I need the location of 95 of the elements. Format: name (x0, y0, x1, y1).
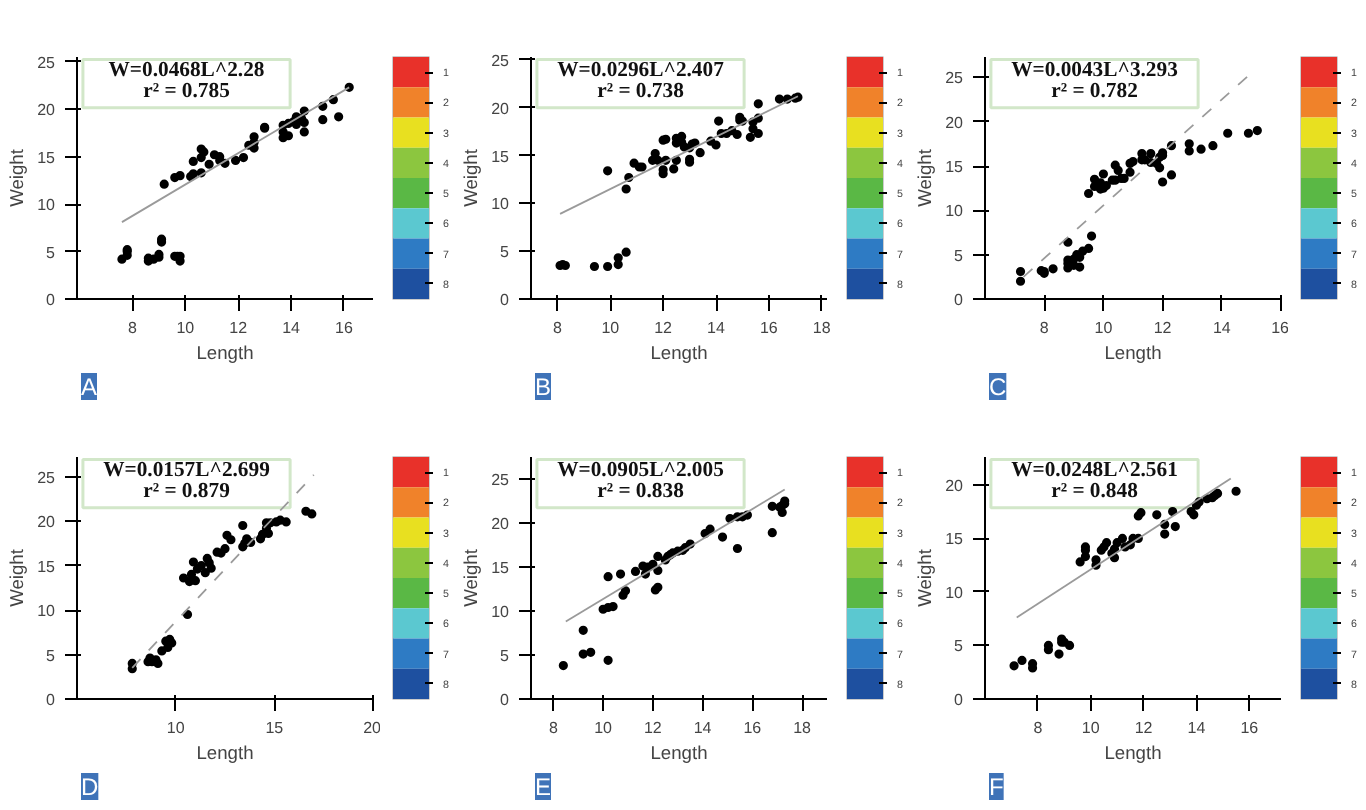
y-tick-label: 10 (945, 202, 965, 221)
text: E (535, 773, 552, 801)
x-tick-label: 20 (363, 719, 383, 737)
y-tick-label: 0 (46, 691, 57, 709)
y-tick-label: 5 (954, 246, 965, 265)
annotation: r² = 0.785 (143, 80, 230, 103)
y-tick-label: 0 (954, 691, 965, 709)
x-tick-label: 8 (548, 719, 559, 737)
x-tick-label: 16 (335, 319, 354, 337)
text: F (989, 773, 1004, 801)
y-tick-label: 15 (945, 530, 965, 549)
y-tick-label: 15 (945, 158, 965, 177)
x-tick-label: 10 (1094, 319, 1114, 337)
y-tick-label: 25 (491, 471, 511, 489)
annotation: r² = 0.782 (1051, 80, 1138, 103)
x-tick-label: 16 (759, 319, 779, 337)
y-tick-label: 20 (491, 515, 511, 533)
annotation: W=0.0296L^2.407 (557, 60, 726, 83)
x-tick-label: 12 (1134, 719, 1154, 737)
y-axis-title: Weight (915, 548, 936, 607)
x-tick-label: 8 (1033, 719, 1044, 737)
annotation: W=0.0248L^2.561 (1011, 460, 1178, 483)
y-axis-title: Weight (7, 548, 28, 607)
annotation: r² = 0.738 (597, 80, 684, 103)
x-tick-label: 10 (601, 319, 621, 337)
x-axis-title: Length (1104, 743, 1162, 763)
x-tick-label: 14 (707, 319, 726, 337)
annotation: W=0.0468L^2.28 (108, 60, 265, 83)
y-tick-label: 0 (500, 291, 511, 309)
y-tick-label: 5 (46, 646, 57, 665)
text: C (989, 373, 1007, 401)
y-axis-title: Weight (7, 148, 28, 207)
x-tick-label: 15 (265, 719, 285, 737)
x-tick-label: 10 (176, 319, 196, 337)
annotation: W=0.0905L^2.005 (557, 460, 724, 483)
x-axis-title: Length (650, 343, 708, 363)
x-tick-label: 8 (128, 319, 139, 337)
x-axis-title: Length (196, 743, 254, 763)
text: D (81, 773, 99, 801)
x-tick-label: 12 (229, 319, 249, 337)
x-tick-label: 8 (552, 319, 563, 337)
x-tick-label: 14 (1187, 719, 1207, 737)
y-axis-title: Weight (915, 148, 936, 207)
x-tick-label: 16 (1271, 319, 1291, 337)
x-tick-label: 12 (643, 719, 663, 737)
x-tick-label: 14 (693, 719, 713, 737)
x-axis-title: Length (650, 743, 708, 763)
y-tick-label: 15 (491, 147, 511, 166)
y-tick-label: 10 (37, 196, 57, 215)
y-axis-title: Weight (461, 548, 482, 607)
annotation: r² = 0.848 (1051, 480, 1138, 503)
y-tick-label: 20 (37, 101, 57, 120)
x-tick-label: 10 (594, 719, 614, 737)
y-tick-label: 10 (945, 583, 965, 602)
y-tick-label: 0 (500, 691, 511, 709)
x-tick-label: 12 (654, 319, 674, 337)
y-tick-label: 10 (491, 195, 511, 214)
y-tick-label: 10 (491, 603, 511, 621)
y-tick-label: 25 (945, 69, 965, 88)
y-tick-label: 10 (37, 602, 57, 621)
annotation: r² = 0.879 (143, 480, 230, 503)
x-axis-title: Length (1104, 343, 1162, 363)
x-tick-label: 16 (743, 719, 763, 737)
y-tick-label: 25 (37, 468, 57, 487)
x-tick-label: 16 (1240, 719, 1260, 737)
y-tick-label: 25 (491, 51, 511, 70)
y-tick-label: 15 (37, 148, 57, 167)
x-axis-title: Length (196, 343, 254, 363)
text: A (81, 373, 98, 401)
x-tick-label: 12 (1153, 319, 1173, 337)
x-tick-label: 8 (1039, 319, 1050, 337)
y-tick-label: 0 (46, 291, 57, 309)
y-tick-label: 5 (500, 647, 511, 665)
y-tick-label: 0 (954, 291, 965, 309)
text: B (535, 373, 552, 401)
y-tick-label: 15 (491, 559, 511, 577)
y-axis-title: Weight (461, 148, 482, 207)
y-tick-label: 20 (945, 476, 965, 495)
x-tick-label: 14 (1212, 319, 1232, 337)
y-tick-label: 5 (954, 637, 965, 656)
y-tick-label: 20 (37, 513, 57, 532)
y-tick-label: 5 (46, 243, 57, 262)
y-tick-label: 20 (491, 99, 511, 118)
x-tick-label: 10 (1081, 719, 1101, 737)
y-tick-label: 25 (37, 53, 57, 72)
x-tick-label: 18 (793, 719, 813, 737)
annotation: r² = 0.838 (597, 480, 684, 503)
x-tick-label: 10 (166, 719, 186, 737)
annotation: W=0.0043L^3.293 (1011, 60, 1178, 83)
y-tick-label: 5 (500, 243, 511, 262)
y-tick-label: 20 (945, 113, 965, 132)
x-tick-label: 18 (812, 319, 832, 337)
x-tick-label: 14 (282, 319, 302, 337)
annotation: W=0.0157L^2.699 (103, 460, 270, 483)
y-tick-label: 15 (37, 557, 57, 576)
